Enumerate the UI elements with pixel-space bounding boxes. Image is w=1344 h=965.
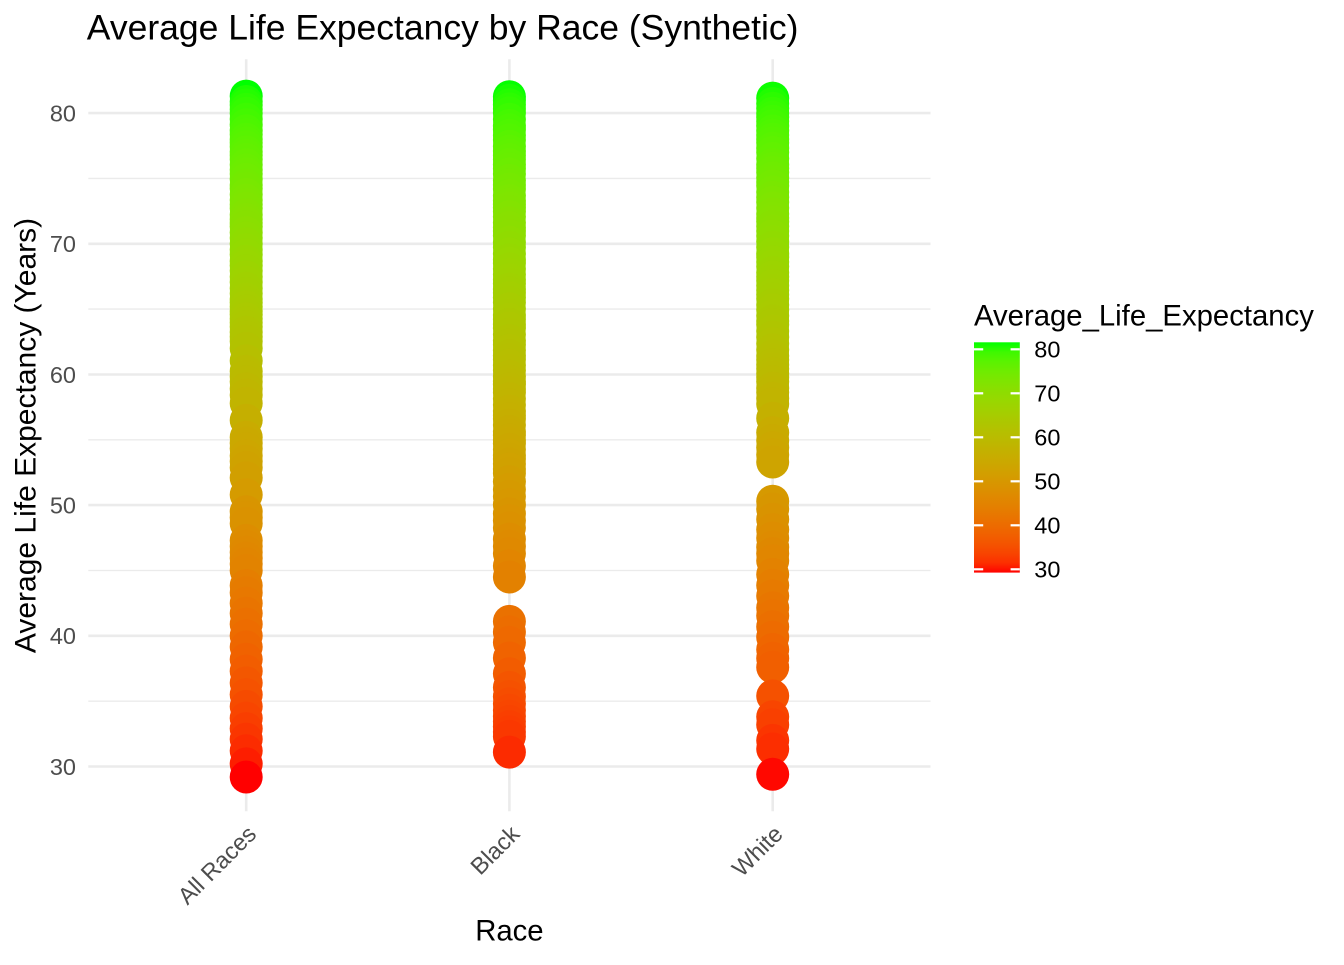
svg-text:40: 40 (1034, 513, 1060, 539)
svg-text:Average_Life_Expectancy: Average_Life_Expectancy (974, 300, 1314, 333)
svg-text:30: 30 (1034, 557, 1060, 583)
svg-text:Average Life Expectancy by Rac: Average Life Expectancy by Race (Synthet… (87, 8, 799, 48)
svg-text:60: 60 (1034, 425, 1060, 451)
svg-text:50: 50 (50, 492, 76, 518)
svg-text:80: 80 (50, 100, 76, 126)
svg-text:70: 70 (1034, 381, 1060, 407)
svg-text:50: 50 (1034, 469, 1060, 495)
svg-text:80: 80 (1034, 337, 1060, 363)
svg-text:Race: Race (475, 914, 543, 947)
svg-text:60: 60 (50, 362, 76, 388)
svg-text:Average Life Expectancy (Years: Average Life Expectancy (Years) (10, 218, 43, 653)
svg-text:30: 30 (50, 754, 76, 780)
svg-text:40: 40 (50, 623, 76, 649)
svg-text:70: 70 (50, 231, 76, 257)
